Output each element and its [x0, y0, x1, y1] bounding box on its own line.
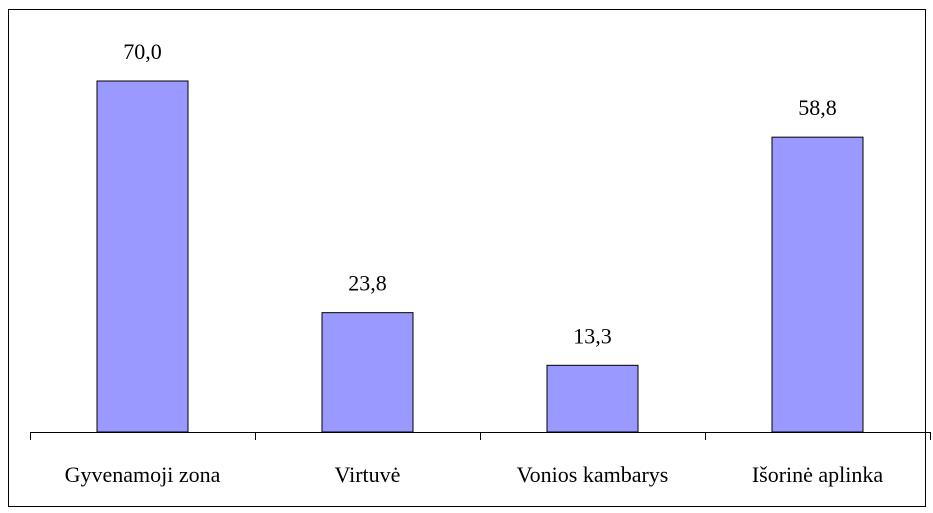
bar: [321, 312, 414, 433]
value-label: 23,8: [348, 271, 387, 296]
bar: [771, 136, 864, 433]
x-tick-label: Gyvenamoji zona: [65, 462, 221, 487]
bar: [96, 80, 189, 433]
value-label: 13,3: [573, 323, 612, 348]
value-label: 58,8: [798, 95, 837, 120]
x-tick-label: Išorinė aplinka: [752, 462, 884, 487]
x-tick-label: Vonios kambarys: [517, 462, 669, 487]
bar: [546, 364, 639, 433]
value-label: 70,0: [123, 39, 162, 64]
x-tick-label: Virtuvė: [335, 462, 401, 487]
